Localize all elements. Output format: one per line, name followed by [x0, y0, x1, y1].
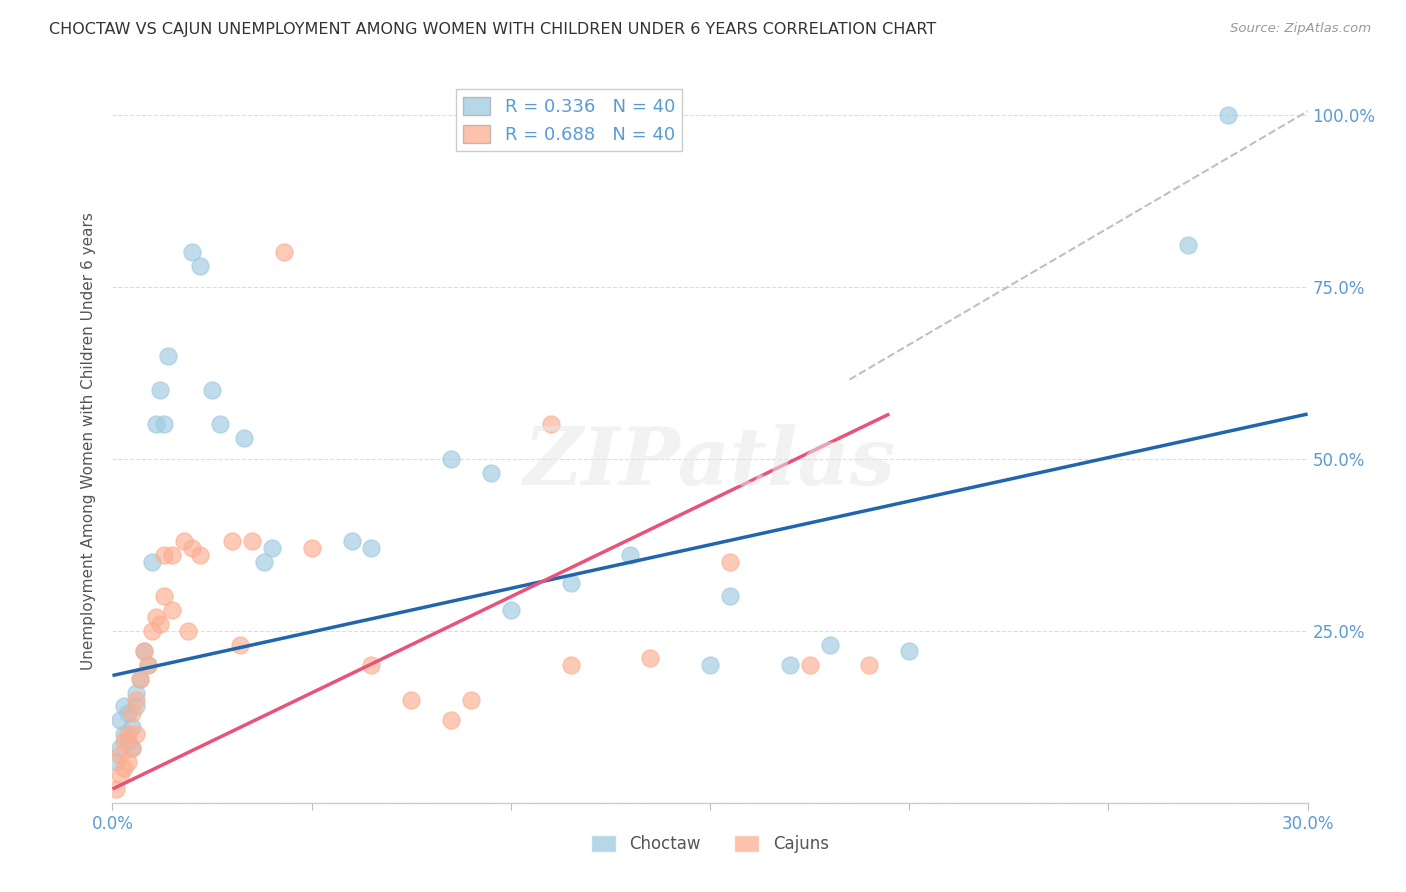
Point: [134, 644, 156, 658]
Point: [138, 658, 160, 673]
Point: [114, 761, 135, 775]
Legend: Choctaw, Cajuns: Choctaw, Cajuns: [585, 828, 835, 860]
Point: [209, 417, 232, 432]
Point: [858, 658, 880, 673]
Point: [340, 534, 363, 549]
Point: [499, 603, 522, 617]
Point: [125, 699, 148, 714]
Point: [121, 740, 143, 755]
Point: [177, 624, 200, 638]
Point: [121, 740, 143, 755]
Point: [110, 713, 132, 727]
Point: [560, 658, 582, 673]
Point: [360, 541, 382, 556]
Point: [121, 720, 143, 734]
Point: [201, 383, 224, 397]
Point: [153, 417, 176, 432]
Point: [188, 259, 211, 273]
Point: [162, 603, 183, 617]
Point: [221, 534, 243, 549]
Point: [117, 727, 139, 741]
Point: [240, 534, 263, 549]
Point: [440, 451, 463, 466]
Text: Source: ZipAtlas.com: Source: ZipAtlas.com: [1230, 22, 1371, 36]
Point: [898, 644, 921, 658]
Point: [360, 658, 382, 673]
Point: [260, 541, 283, 556]
Point: [640, 651, 662, 665]
Point: [460, 692, 482, 706]
Point: [153, 548, 176, 562]
Point: [121, 706, 143, 721]
Point: [141, 555, 163, 569]
Point: [699, 658, 721, 673]
Point: [401, 692, 423, 706]
Point: [117, 755, 139, 769]
Point: [129, 672, 152, 686]
Point: [229, 638, 252, 652]
Point: [141, 624, 163, 638]
Point: [114, 727, 135, 741]
Text: ZIPatlas: ZIPatlas: [524, 425, 896, 502]
Point: [105, 782, 128, 797]
Point: [134, 644, 156, 658]
Point: [779, 658, 801, 673]
Text: CHOCTAW VS CAJUN UNEMPLOYMENT AMONG WOMEN WITH CHILDREN UNDER 6 YEARS CORRELATIO: CHOCTAW VS CAJUN UNEMPLOYMENT AMONG WOME…: [49, 22, 936, 37]
Point: [440, 713, 463, 727]
Point: [162, 548, 183, 562]
Point: [125, 727, 148, 741]
Point: [114, 699, 135, 714]
Point: [718, 590, 741, 604]
Point: [117, 734, 139, 748]
Point: [818, 638, 841, 652]
Point: [301, 541, 323, 556]
Point: [125, 692, 148, 706]
Point: [153, 590, 176, 604]
Point: [105, 755, 128, 769]
Point: [181, 245, 204, 260]
Point: [560, 575, 582, 590]
Point: [157, 349, 180, 363]
Point: [273, 245, 295, 260]
Point: [145, 417, 167, 432]
Point: [125, 686, 148, 700]
Point: [718, 555, 741, 569]
Point: [1216, 108, 1239, 122]
Y-axis label: Unemployment Among Women with Children Under 6 years: Unemployment Among Women with Children U…: [80, 212, 96, 671]
Point: [799, 658, 821, 673]
Point: [253, 555, 276, 569]
Point: [138, 658, 160, 673]
Point: [129, 672, 152, 686]
Point: [173, 534, 195, 549]
Point: [1177, 238, 1199, 252]
Point: [114, 734, 135, 748]
Point: [181, 541, 204, 556]
Point: [145, 610, 167, 624]
Point: [117, 706, 139, 721]
Point: [233, 431, 256, 445]
Point: [188, 548, 211, 562]
Point: [110, 768, 132, 782]
Point: [540, 417, 562, 432]
Point: [110, 747, 132, 762]
Point: [479, 466, 502, 480]
Point: [110, 740, 132, 755]
Point: [619, 548, 641, 562]
Point: [149, 383, 172, 397]
Point: [149, 616, 172, 631]
